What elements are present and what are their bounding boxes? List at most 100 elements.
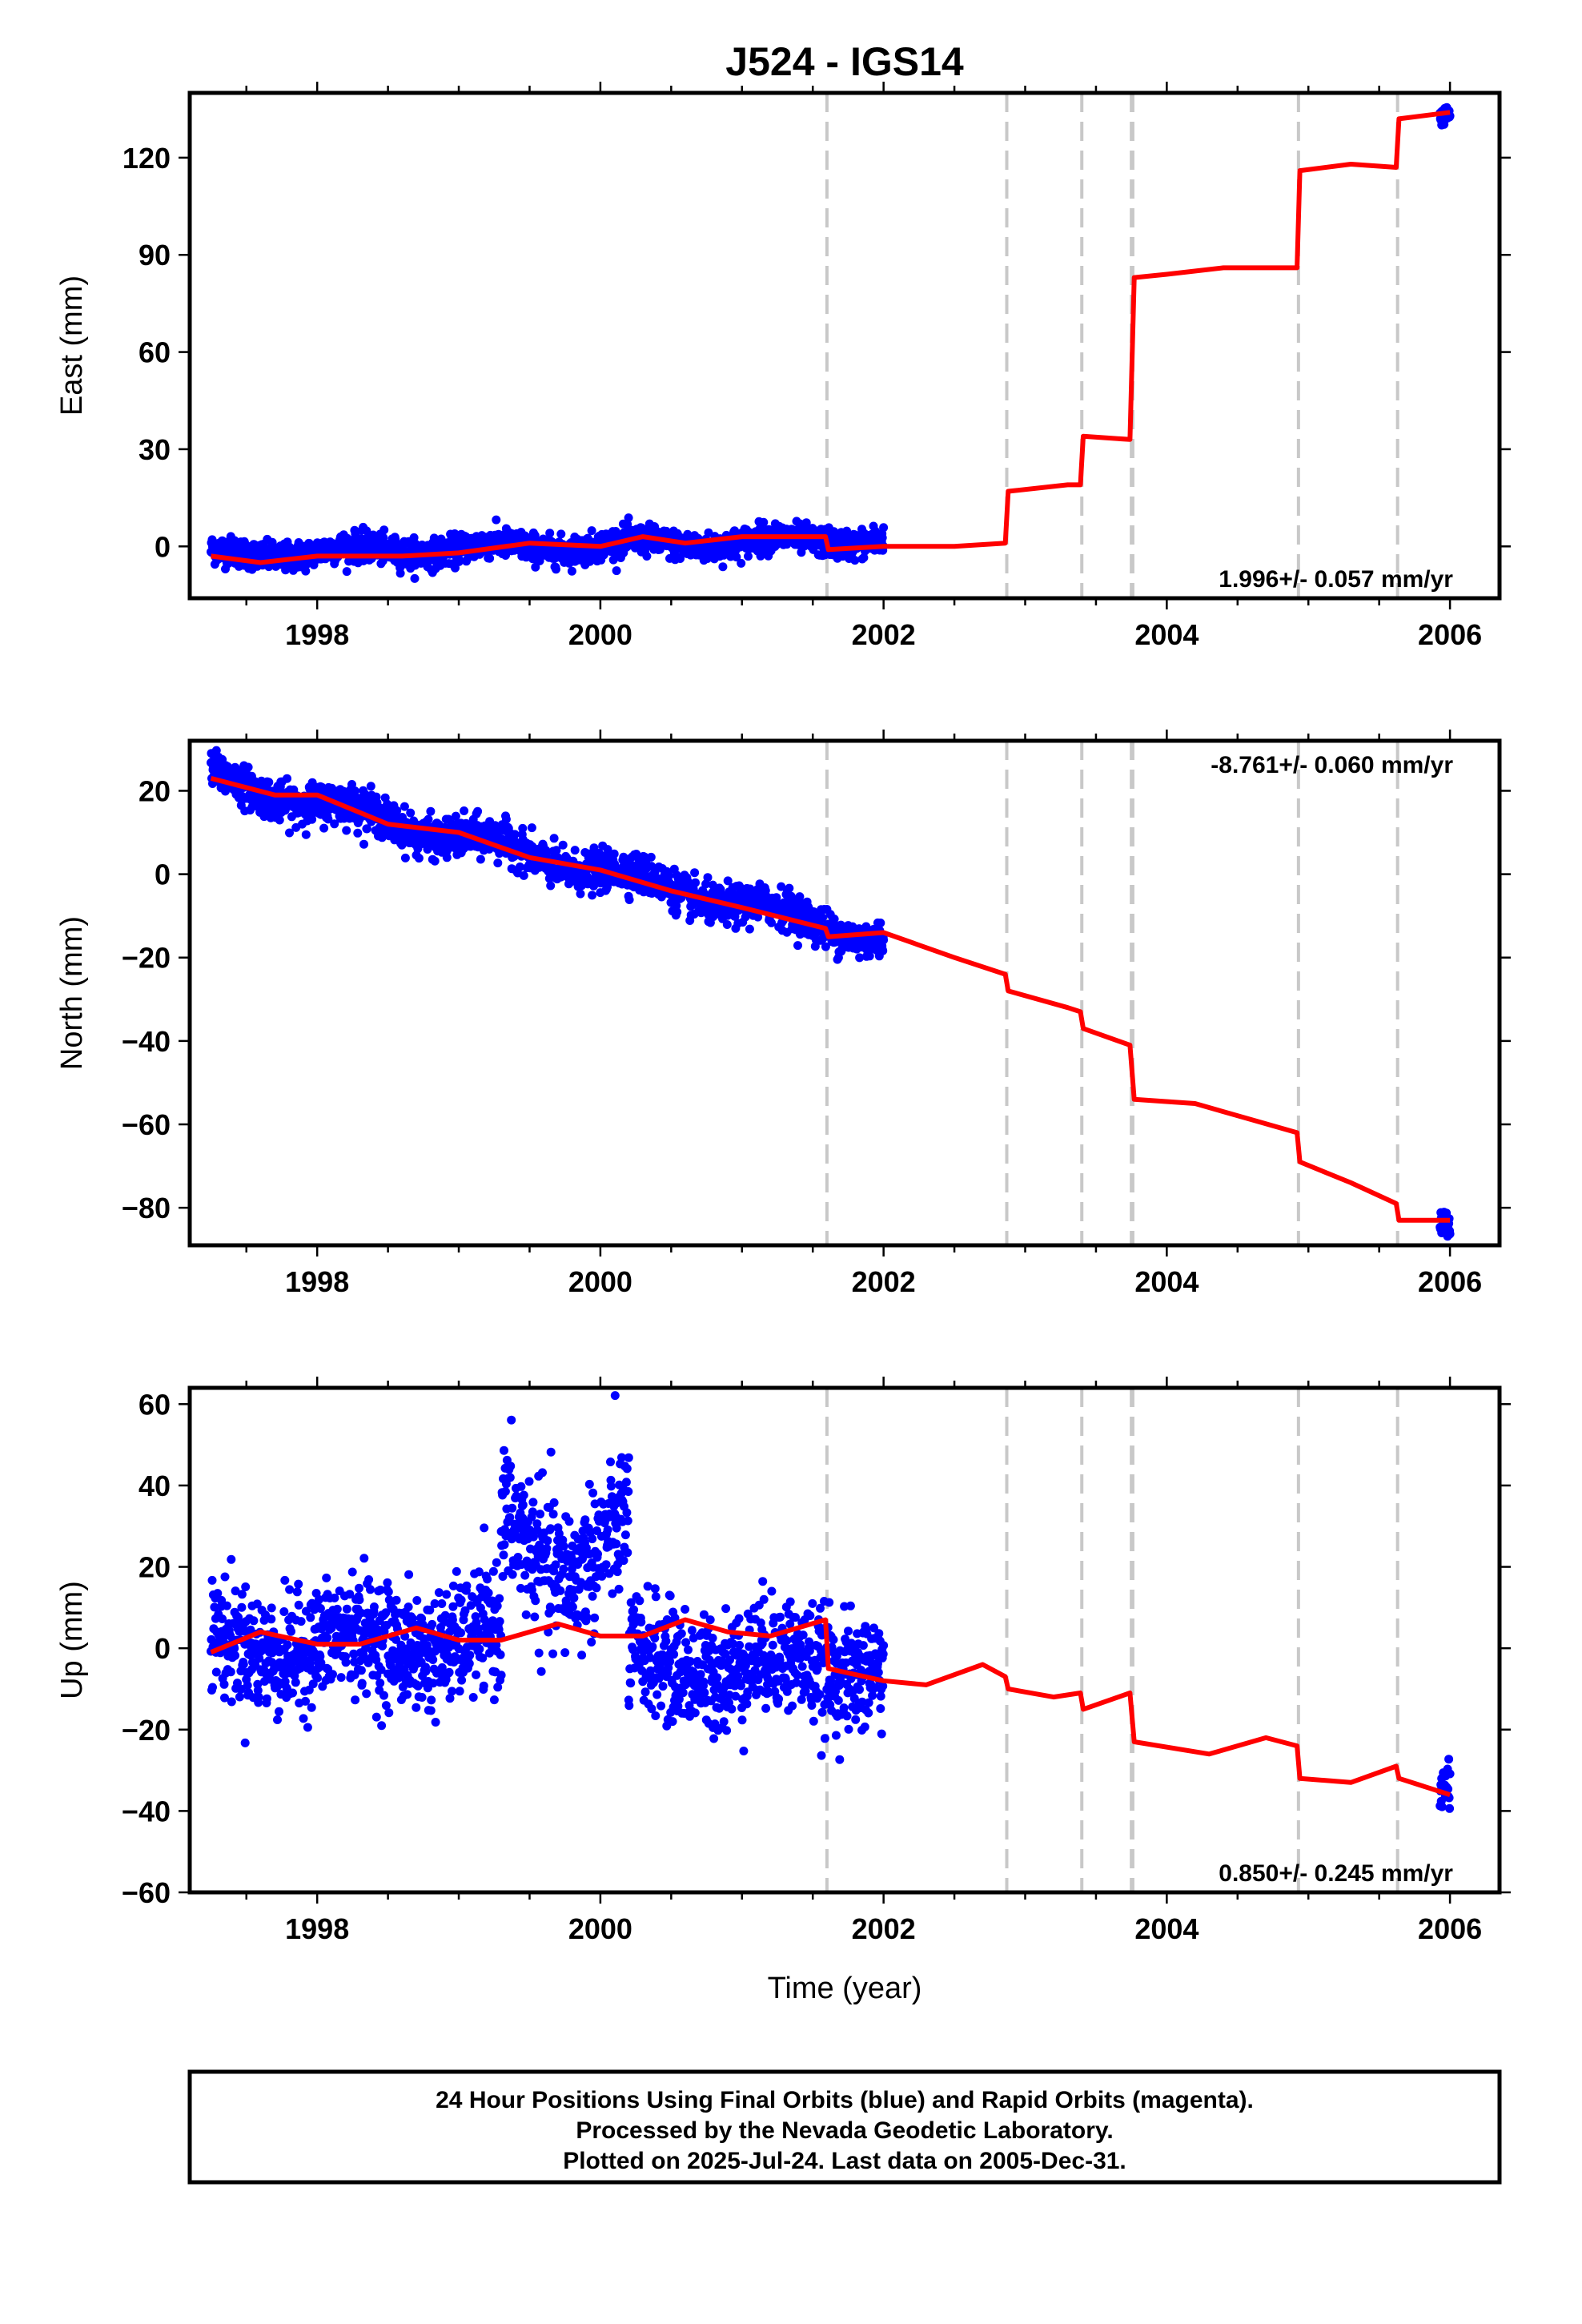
data-point: [518, 1500, 528, 1510]
data-point: [280, 1575, 290, 1585]
data-points: [207, 746, 1455, 1241]
data-point: [536, 1510, 545, 1519]
y-tick-label: −40: [122, 1025, 171, 1058]
data-point: [690, 868, 700, 878]
data-point: [485, 553, 495, 563]
data-point: [267, 1603, 276, 1613]
data-point: [476, 854, 485, 864]
x-tick-label: 2004: [1134, 1265, 1199, 1298]
data-point: [580, 1515, 590, 1525]
data-point: [601, 1560, 611, 1570]
data-point: [379, 1691, 388, 1700]
data-point: [642, 552, 652, 561]
data-point: [496, 1650, 505, 1659]
data-point: [683, 529, 693, 539]
y-tick-label: 60: [139, 336, 171, 369]
data-point: [527, 823, 536, 833]
data-point: [548, 1649, 558, 1659]
data-point: [587, 526, 596, 536]
x-tick-label: 1998: [285, 618, 349, 651]
data-point: [330, 1593, 339, 1602]
data-point: [496, 1671, 506, 1680]
y-tick-label: 30: [139, 433, 171, 466]
rate-annotation: 1.996+/- 0.057 mm/yr: [1219, 566, 1453, 593]
data-point: [396, 569, 405, 578]
data-point: [542, 1544, 552, 1554]
data-point: [353, 828, 363, 838]
y-tick-label: −80: [122, 1192, 171, 1224]
data-point: [520, 1570, 530, 1580]
data-point: [570, 846, 580, 855]
data-point: [424, 814, 433, 824]
data-point: [220, 1572, 230, 1582]
data-points: [207, 103, 1455, 583]
data-point: [410, 573, 420, 583]
data-point: [612, 1539, 621, 1549]
data-point: [362, 1689, 371, 1699]
data-point: [384, 1708, 394, 1718]
data-point: [567, 566, 576, 576]
data-point: [468, 1693, 478, 1702]
data-point: [480, 1523, 489, 1533]
data-point: [560, 1648, 570, 1658]
data-point: [211, 1667, 221, 1677]
data-point: [640, 1687, 650, 1697]
data-point: [243, 762, 253, 772]
data-point: [291, 1678, 300, 1687]
data-point: [656, 1701, 666, 1711]
data-point: [377, 1721, 387, 1731]
data-point: [588, 1488, 598, 1498]
data-point: [531, 562, 540, 572]
data-point: [622, 1508, 632, 1518]
data-point: [404, 1570, 414, 1579]
data-point: [606, 1482, 616, 1491]
data-point: [690, 1708, 700, 1718]
data-point: [208, 1683, 217, 1692]
data-point: [342, 567, 351, 577]
data-point: [455, 1687, 464, 1696]
data-point: [612, 566, 621, 576]
data-point: [371, 1712, 381, 1722]
data-point: [412, 1703, 421, 1712]
data-point: [428, 1619, 437, 1629]
data-point: [456, 1595, 466, 1605]
data-point: [507, 1415, 516, 1425]
data-point: [444, 1667, 454, 1677]
data-point: [227, 1554, 236, 1564]
data-point: [623, 1516, 632, 1526]
data-point: [369, 1602, 379, 1611]
data-point: [426, 806, 436, 816]
data-point: [626, 1679, 636, 1688]
data-point: [665, 1591, 675, 1601]
data-point: [400, 853, 410, 862]
data-point: [484, 1588, 493, 1598]
data-point: [313, 1673, 322, 1683]
data-point: [391, 1595, 401, 1605]
data-point: [451, 811, 460, 821]
data-point: [267, 1614, 276, 1624]
data-point: [241, 1582, 251, 1591]
data-point: [668, 1717, 677, 1727]
data-point: [623, 520, 632, 529]
data-point: [452, 1566, 461, 1576]
data-point: [718, 562, 728, 572]
data-point: [767, 918, 776, 927]
data-point: [508, 1503, 517, 1513]
data-point: [577, 1651, 587, 1660]
data-point: [285, 828, 294, 838]
x-tick-label: 2000: [568, 1265, 632, 1298]
data-point: [493, 858, 503, 868]
data-point: [448, 1687, 456, 1696]
data-point: [301, 830, 311, 839]
data-point: [287, 1626, 295, 1636]
data-point: [568, 1602, 577, 1612]
data-point: [227, 1697, 236, 1707]
data-point: [700, 1688, 709, 1698]
data-point: [612, 1567, 622, 1577]
y-tick-label: 0: [155, 530, 171, 563]
x-tick-label: 2006: [1418, 1265, 1482, 1298]
data-point: [403, 1690, 412, 1699]
data-point: [275, 1707, 283, 1716]
